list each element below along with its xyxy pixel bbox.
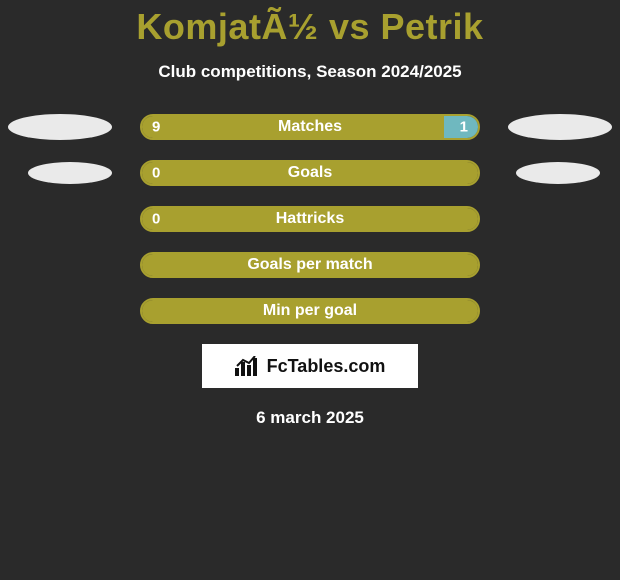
bars-icon: [235, 356, 261, 376]
right-value: 1: [460, 119, 468, 136]
stat-bar: 0Goals: [140, 160, 480, 186]
player-left-avatar: [28, 162, 112, 184]
left-value: 0: [152, 211, 160, 228]
bar-segment-left: 0: [142, 208, 478, 230]
page-title: KomjatÃ½ vs Petrik: [0, 0, 620, 48]
source-logo: FcTables.com: [202, 344, 418, 388]
stat-bar: 91Matches: [140, 114, 480, 140]
stat-row: 0Hattricks: [0, 206, 620, 232]
bar-segment-left: [142, 300, 478, 322]
player-right-avatar: [516, 162, 600, 184]
bar-segment-left: [142, 254, 478, 276]
page-subtitle: Club competitions, Season 2024/2025: [0, 62, 620, 82]
stat-bar: Min per goal: [140, 298, 480, 324]
left-value: 9: [152, 119, 160, 136]
stat-row: 0Goals: [0, 160, 620, 186]
comparison-chart: 91Matches0Goals0HattricksGoals per match…: [0, 114, 620, 324]
bar-segment-right: 1: [444, 116, 478, 138]
stat-row: Goals per match: [0, 252, 620, 278]
stat-row: Min per goal: [0, 298, 620, 324]
left-value: 0: [152, 165, 160, 182]
stat-bar: 0Hattricks: [140, 206, 480, 232]
stat-bar: Goals per match: [140, 252, 480, 278]
bar-segment-left: 9: [142, 116, 444, 138]
player-right-avatar: [508, 114, 612, 140]
player-left-avatar: [8, 114, 112, 140]
stat-row: 91Matches: [0, 114, 620, 140]
date-label: 6 march 2025: [0, 408, 620, 428]
bar-segment-left: 0: [142, 162, 478, 184]
logo-text: FcTables.com: [267, 356, 386, 377]
